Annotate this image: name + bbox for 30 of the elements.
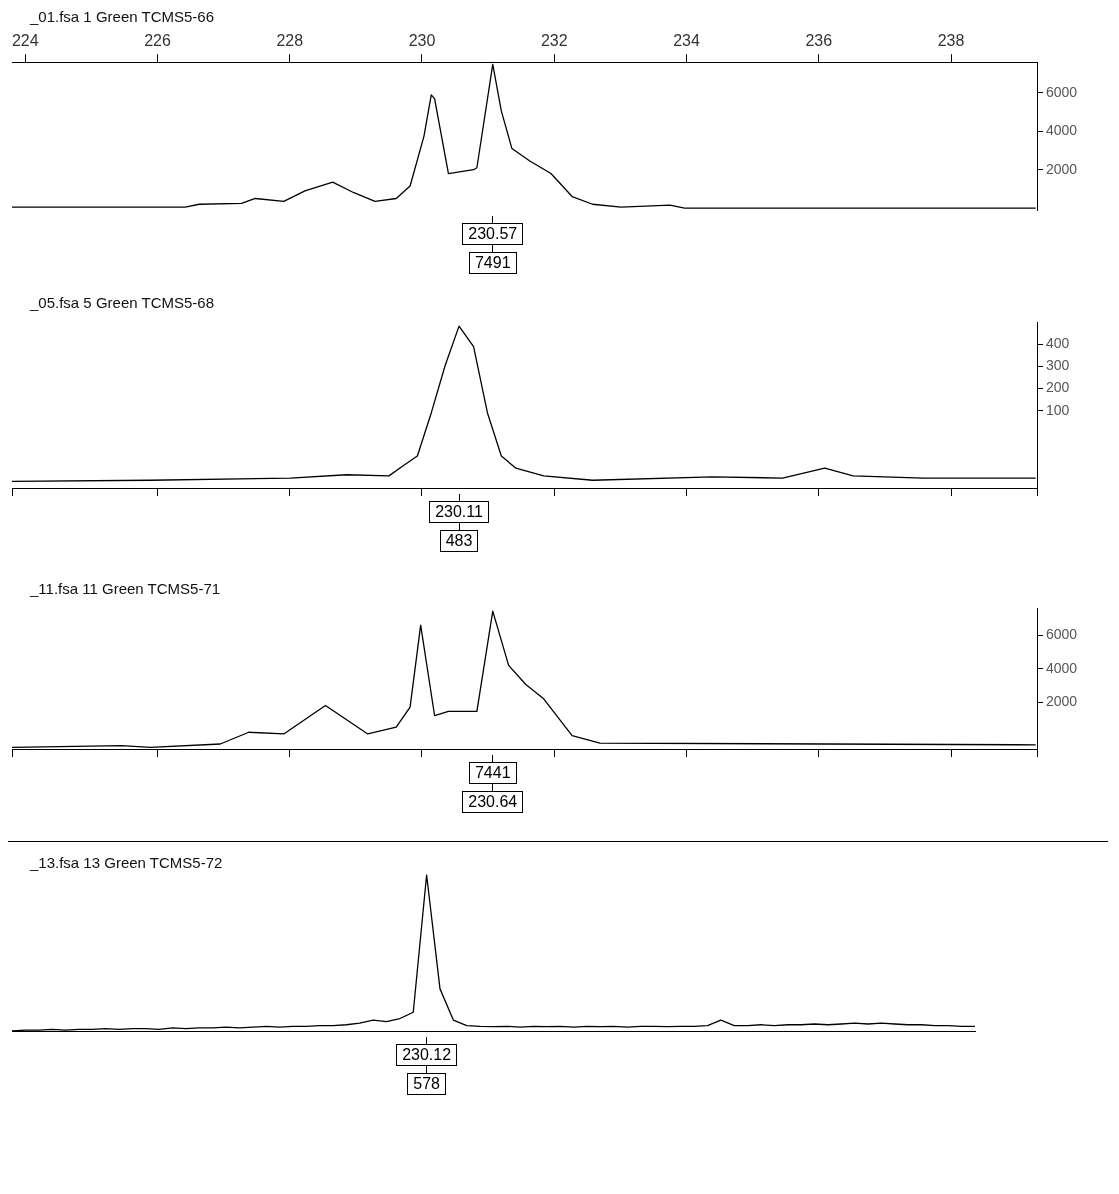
y-tick-label: 6000 <box>1046 626 1078 643</box>
text: 230.64 <box>462 791 524 813</box>
chart-title: _01.fsa 1 Green TCMS5-66 <box>30 8 215 25</box>
text: 7441 <box>468 762 517 784</box>
y-tick-label: 2000 <box>1046 160 1078 177</box>
y-tick-label: 200 <box>1046 379 1070 396</box>
chart-title: _13.fsa 13 Green TCMS5-72 <box>30 854 224 871</box>
chart-title: _11.fsa 11 Green TCMS5-71 <box>30 580 222 597</box>
x-tick-label: 224 <box>11 32 39 50</box>
text: 230.57 <box>462 223 524 245</box>
text: 483 <box>439 530 479 552</box>
y-tick-label: 300 <box>1046 357 1070 374</box>
x-tick-label: 232 <box>540 32 568 50</box>
x-tick-label: 236 <box>805 32 833 50</box>
y-tick-label: 100 <box>1046 401 1070 418</box>
y-tick-label: 6000 <box>1046 83 1078 100</box>
x-tick-label: 238 <box>937 32 965 50</box>
y-tick-label: 400 <box>1046 335 1070 352</box>
x-tick-label: 234 <box>673 32 700 50</box>
text: 578 <box>407 1073 446 1095</box>
x-tick-label: 226 <box>144 32 171 50</box>
text: 230.12 <box>396 1044 458 1066</box>
y-tick-label: 2000 <box>1046 692 1078 709</box>
text: 7491 <box>468 252 517 274</box>
y-tick-label: 4000 <box>1046 659 1078 676</box>
chart-title: _05.fsa 5 Green TCMS5-68 <box>30 294 215 311</box>
text: 230.11 <box>429 501 489 523</box>
y-tick-label: 4000 <box>1046 122 1078 139</box>
x-tick-label: 228 <box>276 32 304 50</box>
x-tick-label: 230 <box>408 32 436 50</box>
